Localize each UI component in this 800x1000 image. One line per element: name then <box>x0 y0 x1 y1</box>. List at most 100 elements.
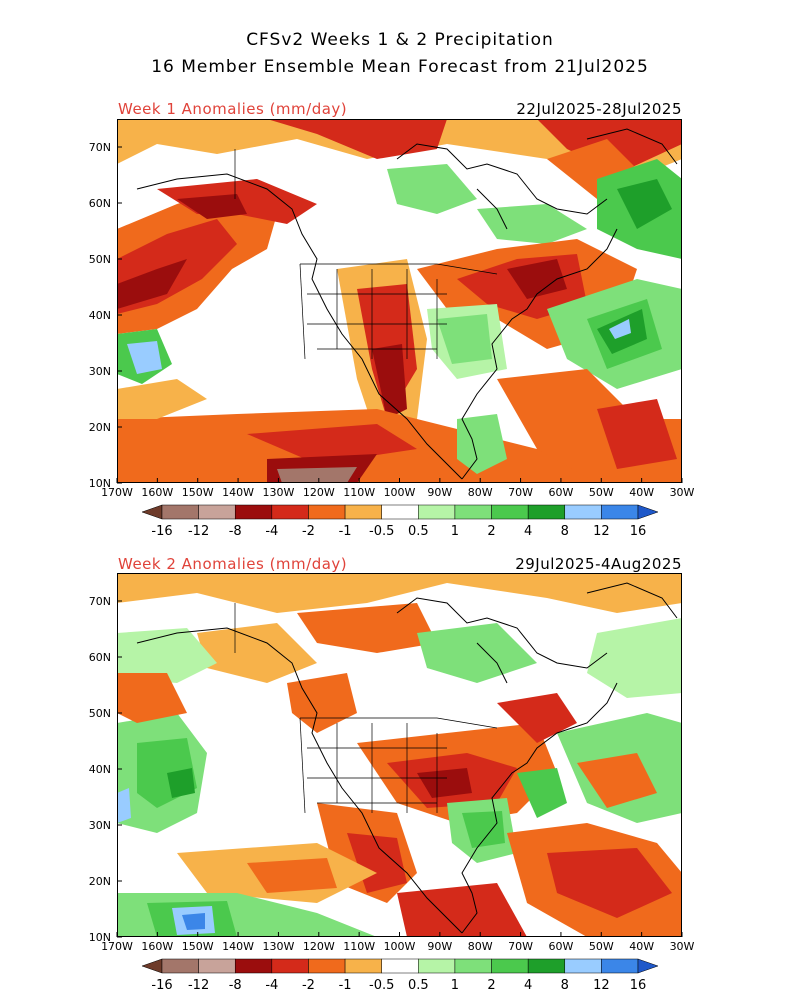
colorbar-swatch <box>601 504 639 520</box>
week2-anomaly-map <box>117 573 682 937</box>
colorbar-label: -8 <box>229 524 242 539</box>
lat-tick-label: 30N <box>89 365 111 378</box>
colorbar-swatch <box>381 504 419 520</box>
lat-tick-label: 50N <box>89 707 111 720</box>
colorbar-swatch <box>234 958 273 974</box>
colorbar-swatch <box>418 504 456 520</box>
colorbar-label: -16 <box>151 524 172 539</box>
colorbar-label: 4 <box>524 978 532 993</box>
colorbar-swatch <box>308 958 346 974</box>
lon-tick-label: 160W <box>141 940 173 953</box>
lon-tick-label: 100W <box>384 486 416 499</box>
colorbar-swatch <box>491 504 529 520</box>
lat-tick-label: 70N <box>89 141 111 154</box>
colorbar-swatch <box>381 958 419 974</box>
colorbar-label: -1 <box>339 524 352 539</box>
week2-label: Week 2 Anomalies (mm/day) <box>118 555 348 573</box>
lon-tick-label: 160W <box>141 486 173 499</box>
colorbar-label: 8 <box>561 524 569 539</box>
colorbar-label: 2 <box>487 978 495 993</box>
lon-tick-label: 150W <box>182 940 214 953</box>
lon-tick-label: 60W <box>548 486 573 499</box>
colorbar-label: 12 <box>593 524 610 539</box>
colorbar-swatch <box>161 504 199 520</box>
colorbar-label: -4 <box>265 524 278 539</box>
lon-tick-label: 80W <box>468 940 493 953</box>
colorbar-swatch <box>564 504 602 520</box>
colorbar-label: -12 <box>188 524 209 539</box>
lon-tick-label: 50W <box>589 940 614 953</box>
colorbar-swatch <box>491 958 529 974</box>
lon-tick-label: 110W <box>343 940 375 953</box>
lat-tick-label: 70N <box>89 595 111 608</box>
lon-tick-label: 70W <box>508 940 533 953</box>
lon-tick-label: 100W <box>384 940 416 953</box>
lon-tick-label: 70W <box>508 486 533 499</box>
lon-tick-label: 50W <box>589 486 614 499</box>
lat-tick-label: 10N <box>89 931 111 944</box>
lon-tick-label: 170W <box>101 940 133 953</box>
lon-tick-label: 120W <box>303 940 335 953</box>
colorbar-label: 1 <box>451 978 459 993</box>
colorbar-label: 12 <box>593 978 610 993</box>
lon-tick-label: 40W <box>629 486 654 499</box>
colorbar-label: -4 <box>265 978 278 993</box>
colorbar-label: 16 <box>630 524 647 539</box>
colorbar-label: 0.5 <box>408 524 429 539</box>
colorbar-label: -0.5 <box>369 978 394 993</box>
lon-tick-label: 130W <box>262 486 294 499</box>
colorbar-swatch <box>527 958 566 974</box>
lon-tick-label: 60W <box>548 940 573 953</box>
lon-tick-label: 150W <box>182 486 214 499</box>
colorbar-label: 8 <box>561 978 569 993</box>
chart-subtitle: 16 Member Ensemble Mean Forecast from 21… <box>151 57 649 77</box>
lat-tick-label: 30N <box>89 819 111 832</box>
colorbar-left-arrow <box>141 958 163 974</box>
colorbar-swatch <box>454 958 492 974</box>
lat-tick-label: 60N <box>89 197 111 210</box>
lat-tick-label: 10N <box>89 477 111 490</box>
lon-tick-label: 90W <box>427 486 452 499</box>
colorbar-swatch <box>271 958 309 974</box>
colorbar-right-arrow <box>637 958 659 974</box>
colorbar-label: 4 <box>524 524 532 539</box>
lon-tick-label: 80W <box>468 486 493 499</box>
colorbar-label: -2 <box>302 978 315 993</box>
colorbar-swatch <box>527 504 566 520</box>
colorbar-label: -0.5 <box>369 524 394 539</box>
colorbar-swatch <box>308 504 346 520</box>
week2-anomaly-fields <box>117 573 682 937</box>
lat-tick-label: 20N <box>89 421 111 434</box>
lon-tick-label: 40W <box>629 940 654 953</box>
colorbar-right-arrow <box>637 504 659 520</box>
colorbar-swatch <box>198 504 236 520</box>
lon-tick-label: 120W <box>303 486 335 499</box>
lat-tick-label: 60N <box>89 651 111 664</box>
lon-tick-label: 170W <box>101 486 133 499</box>
lon-tick-label: 140W <box>222 486 254 499</box>
lat-tick-label: 40N <box>89 309 111 322</box>
week1-dates: 22Jul2025-28Jul2025 <box>516 100 682 118</box>
political-borders <box>234 149 498 360</box>
colorbar-swatch <box>601 958 639 974</box>
colorbar-label: -8 <box>229 978 242 993</box>
chart-title: CFSv2 Weeks 1 & 2 Precipitation <box>246 30 554 50</box>
colorbar-swatch <box>198 958 236 974</box>
lon-tick-label: 130W <box>262 940 294 953</box>
colorbar-left-arrow <box>141 504 163 520</box>
political-borders <box>234 603 498 814</box>
colorbar-label: 2 <box>487 524 495 539</box>
lon-tick-label: 110W <box>343 486 375 499</box>
colorbar-label: -2 <box>302 524 315 539</box>
colorbar-swatch <box>418 958 456 974</box>
lat-tick-label: 20N <box>89 875 111 888</box>
colorbar-swatch <box>454 504 492 520</box>
lon-tick-label: 30W <box>670 486 695 499</box>
colorbar-label: 1 <box>451 524 459 539</box>
colorbar-label: -12 <box>188 978 209 993</box>
lon-tick-label: 140W <box>222 940 254 953</box>
colorbar-swatch <box>161 958 199 974</box>
colorbar-swatch <box>234 504 273 520</box>
week1-anomaly-map <box>117 119 682 483</box>
